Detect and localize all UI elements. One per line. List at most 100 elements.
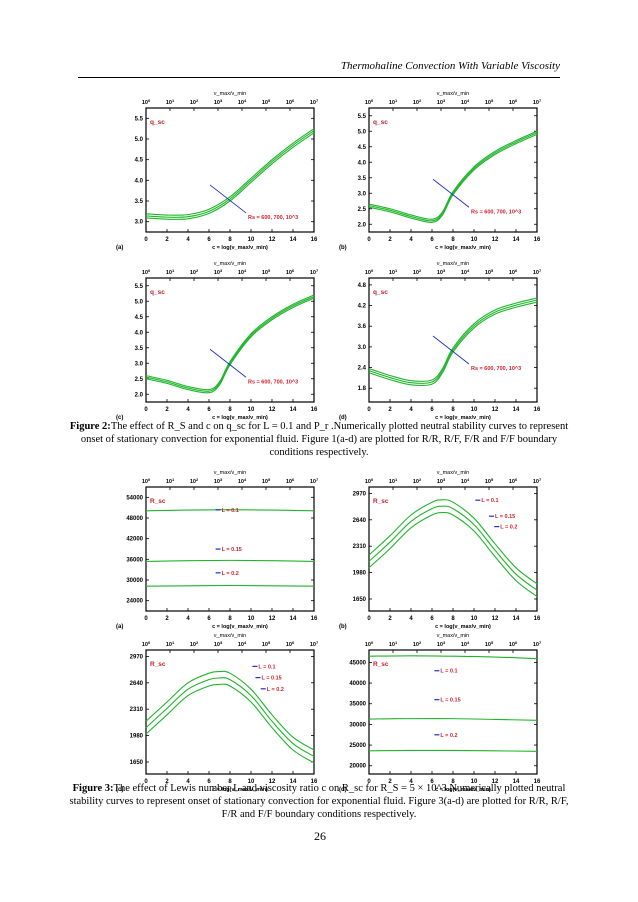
x-tick-label: 14 — [290, 407, 297, 413]
curve-label: L = 0.1 — [258, 664, 275, 670]
series-line — [368, 499, 538, 585]
panel-label: (a) — [116, 624, 123, 630]
top-tick-label: 103 — [437, 477, 446, 485]
figure3-panel-b: 0 2 4 6 8 10 12 14 16 100 101 102 103 104 105 106 107 ν_m… — [339, 470, 542, 630]
series-line — [368, 132, 538, 222]
plot-frame — [145, 649, 315, 775]
series-line — [368, 511, 538, 598]
top-tick-label: 105 — [262, 640, 271, 648]
x-tick-label: 4 — [186, 616, 190, 622]
y-tick-label: 3.0 — [135, 361, 144, 367]
annotation-pointer — [432, 178, 470, 208]
curve-label: L = 0.15 — [262, 676, 282, 682]
x-tick-label: 6 — [207, 407, 211, 413]
top-tick-label: 106 — [509, 98, 518, 106]
x-tick-label: 12 — [492, 779, 499, 785]
x-tick-label: 10 — [248, 616, 255, 622]
y-tick-label: 2.5 — [358, 207, 367, 213]
top-tick-label: 105 — [262, 98, 271, 106]
x-tick-label: 4 — [409, 407, 413, 413]
series-line — [145, 297, 315, 394]
y-tick-label: 20000 — [349, 764, 366, 770]
x-tick-label: 14 — [513, 616, 520, 622]
top-tick-label: 105 — [485, 268, 494, 276]
annotation-pointer — [209, 348, 247, 378]
y-tick-label: 5.0 — [358, 129, 367, 135]
top-tick-label: 102 — [413, 268, 422, 276]
x-tick-label: 8 — [451, 237, 455, 243]
panel-label: (d) — [339, 787, 347, 793]
top-tick-label: 102 — [413, 477, 422, 485]
y-tick-label: 2.0 — [135, 392, 144, 398]
x-tick-label: 4 — [409, 616, 413, 622]
y-tick-label: 5.5 — [358, 114, 367, 120]
y-tick-label: 2.0 — [358, 222, 367, 228]
y-tick-label: 2640 — [130, 681, 144, 687]
x-tick-label: 12 — [269, 616, 276, 622]
top-axis-label: ν_max/ν_min — [214, 261, 246, 267]
x-tick-label: 12 — [492, 237, 499, 243]
x-tick-label: 0 — [144, 616, 148, 622]
y-tick-label: 4.0 — [135, 330, 144, 336]
curve-label: L = 0.2 — [267, 687, 284, 693]
top-tick-label: 102 — [190, 477, 199, 485]
x-tick-label: 10 — [471, 779, 478, 785]
panel-label: (b) — [339, 245, 347, 251]
curve-label: L = 0.2 — [440, 733, 457, 739]
y-axis-label: R_sc — [373, 498, 389, 505]
x-tick-label: 16 — [311, 779, 318, 785]
header-rule — [78, 77, 560, 78]
top-tick-label: 103 — [214, 477, 223, 485]
y-tick-label: 4.5 — [358, 145, 367, 151]
x-tick-label: 14 — [290, 237, 297, 243]
y-tick-label: 1650 — [130, 760, 144, 766]
figure3-caption-text: The effect of Lewis number L and viscosi… — [69, 783, 569, 820]
panel-label: (a) — [116, 245, 123, 251]
x-tick-label: 12 — [492, 616, 499, 622]
top-tick-label: 101 — [166, 268, 175, 276]
top-tick-label: 101 — [389, 98, 398, 106]
x-tick-label: 10 — [471, 237, 478, 243]
top-tick-label: 100 — [142, 477, 151, 485]
series-line — [145, 128, 315, 216]
x-tick-label: 12 — [492, 407, 499, 413]
y-axis-label: q_sc — [150, 289, 165, 296]
y-tick-label: 4.0 — [358, 160, 367, 166]
top-tick-label: 101 — [389, 640, 398, 648]
x-tick-label: 8 — [451, 779, 455, 785]
x-axis-label: c = log(ν_max/ν_min) — [212, 787, 268, 793]
y-tick-label: 3.5 — [135, 346, 144, 352]
figure2-caption-text: The effect of R_S and c on q_sc for L = … — [80, 421, 569, 458]
x-tick-label: 12 — [269, 237, 276, 243]
plot-frame — [368, 486, 538, 612]
curve-label: L = 0.15 — [495, 514, 515, 520]
x-tick-label: 4 — [186, 407, 190, 413]
top-tick-label: 104 — [238, 268, 247, 276]
top-tick-label: 103 — [214, 268, 223, 276]
figure2-panel-a: 0 2 4 6 8 10 12 14 16 100 101 102 103 104 105 106 107 ν_m… — [116, 91, 319, 251]
plot-frame — [368, 277, 538, 403]
x-tick-label: 2 — [388, 407, 392, 413]
panel-label: (c) — [116, 415, 123, 421]
annotation-label: Rs = 600, 700, 10^3 — [248, 215, 298, 221]
x-tick-label: 2 — [165, 237, 169, 243]
y-tick-label: 2310 — [130, 707, 144, 713]
y-tick-label: 5.0 — [135, 299, 144, 305]
x-tick-label: 0 — [367, 616, 371, 622]
top-tick-label: 105 — [485, 98, 494, 106]
top-tick-label: 104 — [461, 640, 470, 648]
top-tick-label: 106 — [509, 268, 518, 276]
series-line — [145, 670, 315, 751]
x-axis-label: c = log(ν_max/ν_min) — [212, 245, 268, 251]
x-tick-label: 0 — [367, 407, 371, 413]
y-axis-label: R_sc — [373, 661, 389, 668]
x-tick-label: 2 — [388, 779, 392, 785]
y-tick-label: 45000 — [349, 660, 366, 666]
y-tick-label: 4.5 — [135, 315, 144, 321]
top-tick-label: 105 — [485, 477, 494, 485]
y-tick-label: 3.0 — [358, 345, 367, 351]
x-tick-label: 10 — [248, 237, 255, 243]
top-tick-label: 107 — [533, 640, 542, 648]
top-tick-label: 107 — [310, 477, 319, 485]
y-tick-label: 2970 — [353, 491, 367, 497]
